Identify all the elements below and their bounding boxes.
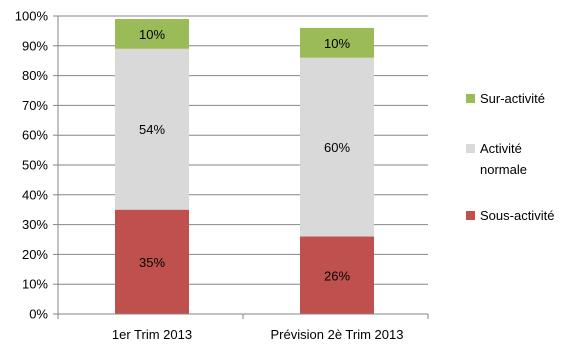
- bar-segment: [300, 57, 374, 237]
- y-tick-label: 60%: [22, 128, 48, 143]
- x-axis-category-labels: 1er Trim 2013 Prévision 2è Trim 2013: [112, 327, 404, 342]
- bar-segment: [300, 27, 374, 58]
- data-label: 10%: [324, 36, 350, 51]
- data-label: 60%: [324, 140, 350, 155]
- data-label: 10%: [139, 27, 165, 42]
- y-tick-label: 0%: [29, 307, 48, 322]
- data-label: 54%: [139, 122, 165, 137]
- data-label: 26%: [324, 268, 350, 283]
- y-tick-label: 80%: [22, 68, 48, 83]
- x-category-label: Prévision 2è Trim 2013: [271, 327, 404, 342]
- y-axis-tick-labels: 0% 10% 20% 30% 40% 50% 60% 70% 80% 90% 100%: [15, 9, 49, 322]
- bar-segment: [115, 18, 189, 49]
- legend-swatch: [466, 211, 475, 220]
- bar-segment: [300, 236, 374, 314]
- bar-segment: [115, 48, 189, 210]
- legend-label: Sous-activité: [480, 208, 554, 223]
- y-tick-label: 50%: [22, 158, 48, 173]
- legend-swatch: [466, 94, 475, 103]
- y-tick-label: 70%: [22, 98, 48, 113]
- y-tick-label: 30%: [22, 217, 48, 232]
- bars: 35% 54% 10% 26% 60% 10%: [115, 18, 374, 314]
- data-label: 35%: [139, 255, 165, 270]
- bar-segment: [115, 209, 189, 314]
- axes: [53, 15, 429, 319]
- y-tick-label: 40%: [22, 187, 48, 202]
- y-tick-label: 20%: [22, 247, 48, 262]
- legend-label: Sur-activité: [480, 91, 545, 106]
- x-category-label: 1er Trim 2013: [112, 327, 192, 342]
- y-tick-label: 100%: [15, 9, 49, 24]
- legend: Sur-activité Activité normale Sous-activité: [466, 91, 554, 223]
- y-tick-label: 90%: [22, 38, 48, 53]
- legend-swatch: [466, 144, 475, 153]
- legend-label: Activité normale: [480, 141, 527, 177]
- y-tick-label: 10%: [22, 277, 48, 292]
